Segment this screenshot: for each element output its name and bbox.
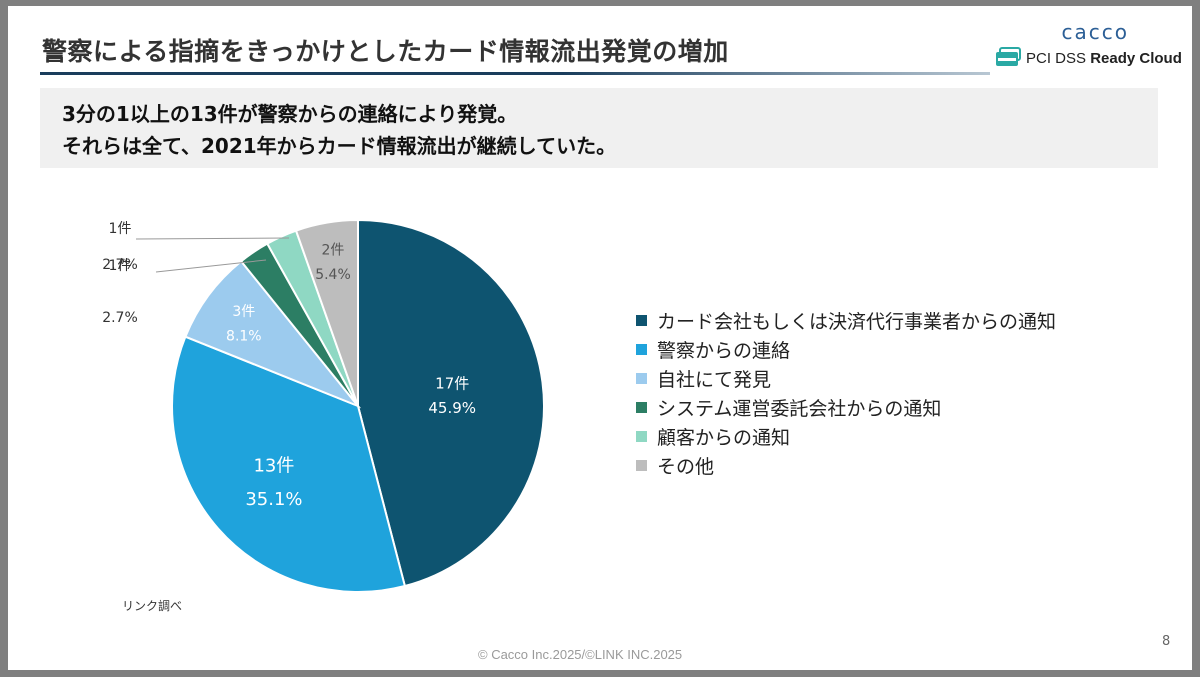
slice-percent-label-4: 2.7% bbox=[102, 257, 138, 273]
legend-swatch-5 bbox=[636, 460, 647, 471]
logo-product-name: PCI DSS Ready Cloud bbox=[1026, 50, 1182, 67]
page-title: 警察による指摘をきっかけとしたカード情報流出発覚の増加 bbox=[42, 37, 729, 66]
legend-item-1: 警察からの連絡 bbox=[636, 335, 1056, 364]
slice-count-label-1: 13件 bbox=[253, 455, 294, 476]
legend-label-2: 自社にて発見 bbox=[657, 369, 772, 391]
slice-count-label-0: 17件 bbox=[435, 374, 469, 392]
summary-box: 3分の1以上の13件が警察からの連絡により発覚。 それらは全て、2021年からカ… bbox=[40, 88, 1158, 168]
logo-text-prefix: PCI DSS bbox=[1026, 50, 1091, 67]
logo-text-bold: Ready Cloud bbox=[1090, 50, 1182, 67]
legend-swatch-3 bbox=[636, 402, 647, 413]
logo: cacco PCI DSS Ready Cloud bbox=[994, 20, 1184, 74]
cloud-card-icon bbox=[996, 47, 1021, 66]
legend-item-5: その他 bbox=[636, 451, 1056, 480]
legend-item-3: システム運営委託会社からの通知 bbox=[636, 393, 1056, 422]
slice-percent-label-2: 8.1% bbox=[226, 329, 262, 345]
slice-count-label-4: 1件 bbox=[109, 221, 132, 237]
slice-count-label-3: 1件 bbox=[109, 258, 132, 274]
pie-slice-0 bbox=[357, 218, 545, 588]
legend-swatch-1 bbox=[636, 344, 647, 355]
title-underline bbox=[40, 72, 990, 75]
slice-count-label-5: 2件 bbox=[322, 243, 345, 259]
legend-item-2: 自社にて発見 bbox=[636, 364, 1056, 393]
legend-item-0: カード会社もしくは決済代行事業者からの通知 bbox=[636, 306, 1056, 335]
chart-legend: カード会社もしくは決済代行事業者からの通知 警察からの連絡 自社にて発見システム運営… bbox=[636, 306, 1056, 480]
legend-swatch-4 bbox=[636, 431, 647, 442]
legend-label-5: その他 bbox=[657, 456, 715, 478]
legend-label-3: システム運営委託会社からの通知 bbox=[657, 398, 942, 420]
pie-slice-1 bbox=[171, 335, 407, 593]
source-note: リンク調べ bbox=[122, 599, 183, 613]
legend-swatch-2 bbox=[636, 373, 647, 384]
leader-line-3 bbox=[155, 259, 267, 273]
page-number: 8 bbox=[1162, 634, 1171, 649]
legend-swatch-0 bbox=[636, 315, 647, 326]
slice-count-label-2: 3件 bbox=[232, 304, 255, 320]
leader-line-4 bbox=[135, 237, 290, 240]
pie-slice-5 bbox=[294, 218, 359, 407]
slice-percent-label-1: 35.1% bbox=[245, 489, 302, 510]
summary-line-2: それらは全て、2021年からカード情報流出が継続していた。 bbox=[62, 134, 617, 158]
logo-wordmark: cacco bbox=[1061, 20, 1129, 44]
legend-label-1: 警察からの連絡 bbox=[657, 340, 791, 362]
slide: 警察による指摘をきっかけとしたカード情報流出発覚の増加 cacco PCI DS… bbox=[8, 6, 1192, 670]
slice-percent-label-0: 45.9% bbox=[428, 399, 476, 417]
copyright: © Cacco Inc.2025/©LINK INC.2025 bbox=[478, 647, 683, 662]
slice-percent-label-5: 5.4% bbox=[315, 267, 351, 283]
slice-percent-label-3: 2.7% bbox=[102, 310, 138, 326]
summary-line-1: 3分の1以上の13件が警察からの連絡により発覚。 bbox=[62, 102, 518, 126]
legend-item-4: 顧客からの通知 bbox=[636, 422, 1056, 451]
legend-label-4: 顧客からの通知 bbox=[657, 427, 791, 449]
legend-label-0: カード会社もしくは決済代行事業者からの通知 bbox=[657, 311, 1057, 333]
